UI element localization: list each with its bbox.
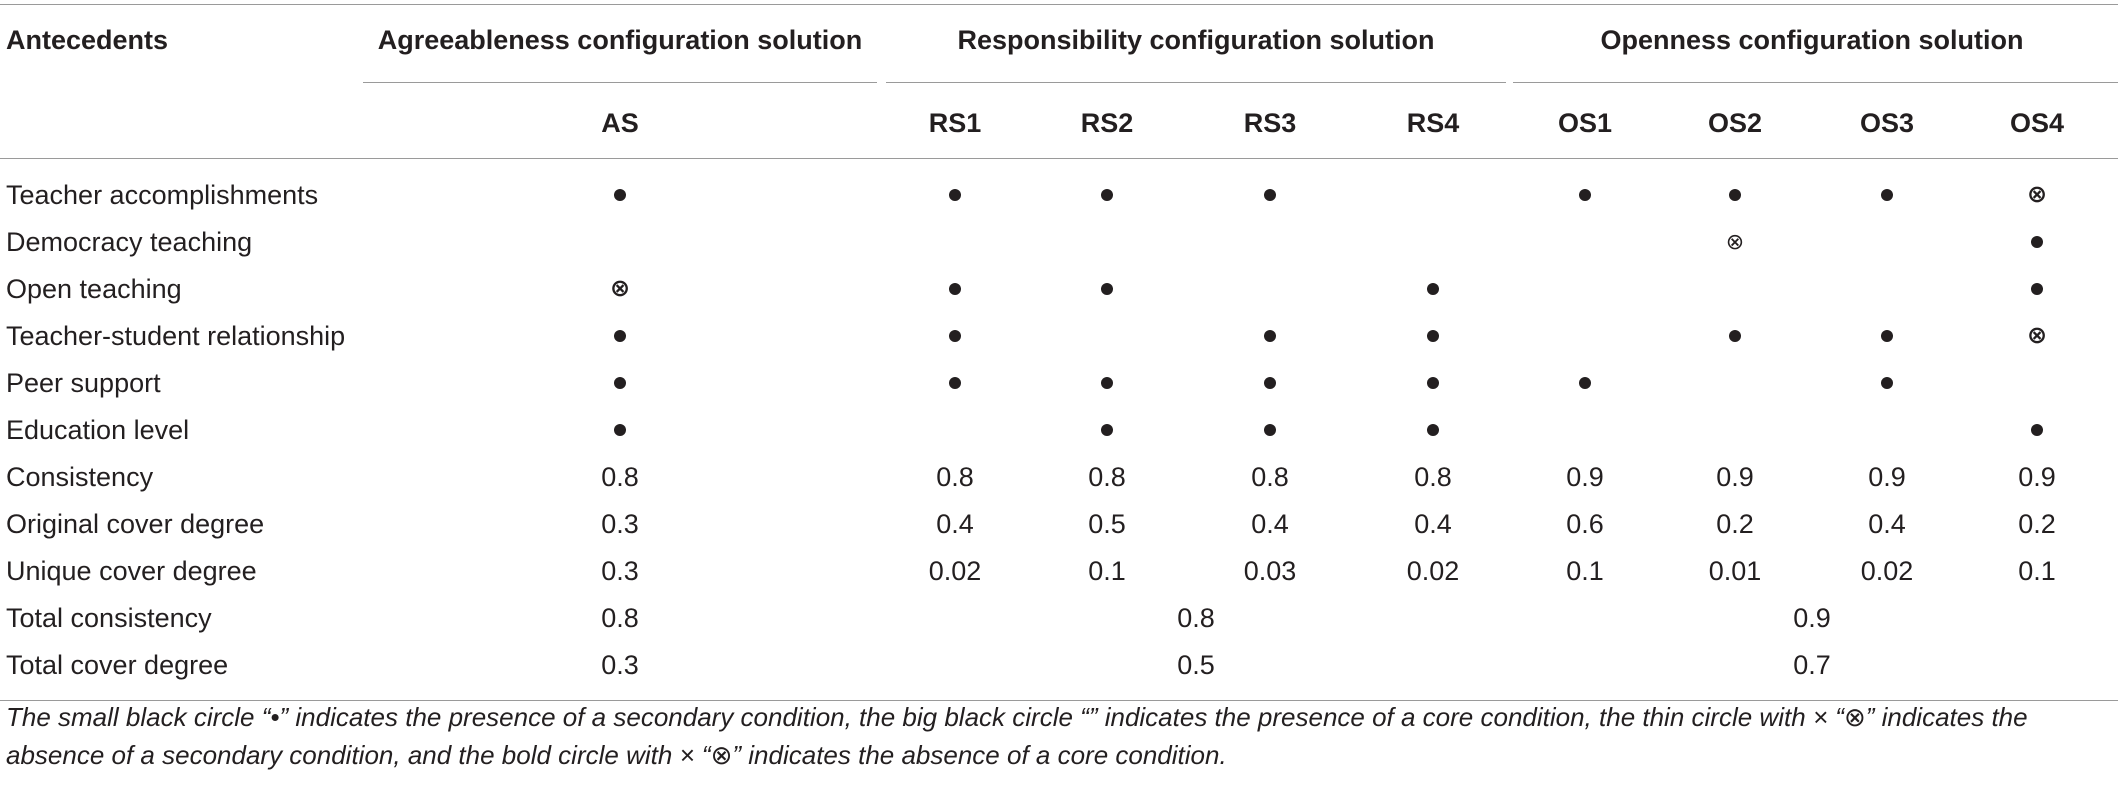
- value-cell: 0.9: [1566, 462, 1604, 492]
- value-cell: 0.9: [2018, 462, 2056, 492]
- value-cell: 0.02: [1406, 556, 1460, 586]
- total-value-open: 0.7: [1793, 650, 1831, 680]
- core-absence-symbol: ⊗: [609, 275, 631, 302]
- row-label: Teacher accomplishments: [6, 180, 319, 210]
- secondary-presence-dot: [1264, 330, 1276, 342]
- secondary-presence-dot: [1264, 377, 1276, 389]
- value-cell: 0.1: [2018, 556, 2056, 586]
- value-cell: 0.8: [1251, 462, 1289, 492]
- column-header-os3: OS3: [1859, 108, 1915, 138]
- value-cell: 0.6: [1566, 509, 1604, 539]
- total-value-agree: 0.8: [601, 603, 639, 633]
- secondary-presence-dot: [1101, 283, 1113, 295]
- secondary-presence-dot: [1427, 283, 1439, 295]
- top-rule: [0, 4, 2118, 5]
- row-label: Consistency: [6, 462, 154, 492]
- header-bottom-rule: [0, 158, 2118, 159]
- secondary-presence-dot: [949, 283, 961, 295]
- total-value-resp: 0.8: [1177, 603, 1215, 633]
- value-cell: 0.01: [1708, 556, 1762, 586]
- value-cell: 0.5: [1088, 509, 1126, 539]
- secondary-presence-dot: [1101, 189, 1113, 201]
- secondary-presence-dot: [614, 377, 626, 389]
- total-row-label: Total consistency: [6, 603, 212, 633]
- value-cell: 0.2: [2018, 509, 2056, 539]
- value-cell: 0.1: [1088, 556, 1126, 586]
- row-label: Open teaching: [6, 274, 182, 304]
- table-footnote: The small black circle “•” indicates the…: [6, 702, 2028, 770]
- secondary-presence-dot: [2031, 424, 2043, 436]
- value-cell: 0.4: [1414, 509, 1452, 539]
- total-value-resp: 0.5: [1177, 650, 1215, 680]
- secondary-presence-dot: [2031, 283, 2043, 295]
- column-header-os4: OS4: [2009, 108, 2065, 138]
- column-header-os2: OS2: [1707, 108, 1763, 138]
- group-rule-open: [1513, 82, 2118, 83]
- row-label: Original cover degree: [6, 509, 265, 539]
- value-cell: 0.8: [936, 462, 974, 492]
- row-label: Education level: [6, 415, 190, 445]
- secondary-presence-dot: [1579, 189, 1591, 201]
- value-cell: 0.8: [601, 462, 639, 492]
- secondary-absence-symbol: ⊗: [1725, 229, 1745, 254]
- secondary-presence-dot: [1101, 377, 1113, 389]
- secondary-presence-dot: [614, 330, 626, 342]
- secondary-presence-dot: [614, 424, 626, 436]
- secondary-presence-dot: [1101, 424, 1113, 436]
- secondary-presence-dot: [1881, 377, 1893, 389]
- secondary-presence-dot: [1427, 377, 1439, 389]
- row-label: Unique cover degree: [6, 556, 257, 586]
- secondary-presence-dot: [1881, 330, 1893, 342]
- total-value-agree: 0.3: [601, 650, 639, 680]
- value-cell: 0.02: [1860, 556, 1914, 586]
- antecedents-header: Antecedents: [6, 25, 169, 55]
- value-cell: 0.3: [601, 556, 639, 586]
- secondary-presence-dot: [949, 330, 961, 342]
- column-header-rs3: RS3: [1243, 108, 1297, 138]
- core-absence-symbol: ⊗: [2026, 322, 2048, 349]
- core-absence-symbol: ⊗: [2026, 181, 2048, 208]
- value-cell: 0.8: [1414, 462, 1452, 492]
- secondary-presence-dot: [1729, 330, 1741, 342]
- secondary-presence-dot: [1427, 330, 1439, 342]
- secondary-presence-dot: [1729, 189, 1741, 201]
- secondary-presence-dot: [949, 189, 961, 201]
- row-label: Peer support: [6, 368, 161, 398]
- value-cell: 0.4: [936, 509, 974, 539]
- row-label: Teacher-student relationship: [6, 321, 346, 351]
- group-rule-resp: [886, 82, 1506, 83]
- secondary-presence-dot: [1579, 377, 1591, 389]
- value-cell: 0.3: [601, 509, 639, 539]
- secondary-presence-dot: [1881, 189, 1893, 201]
- total-value-open: 0.9: [1793, 603, 1831, 633]
- column-header-os1: OS1: [1557, 108, 1613, 138]
- secondary-presence-dot: [1427, 424, 1439, 436]
- secondary-presence-dot: [1264, 424, 1276, 436]
- value-cell: 0.8: [1088, 462, 1126, 492]
- openness-group-header: Openness configuration solution: [1600, 25, 2024, 55]
- agreeableness-group-header: Agreeableness configuration solution: [377, 25, 863, 55]
- value-cell: 0.9: [1716, 462, 1754, 492]
- value-cell: 0.9: [1868, 462, 1906, 492]
- value-cell: 0.02: [928, 556, 982, 586]
- total-row-label: Total cover degree: [6, 650, 229, 680]
- value-cell: 0.2: [1716, 509, 1754, 539]
- column-header-as: AS: [601, 108, 639, 138]
- column-header-rs1: RS1: [928, 108, 982, 138]
- secondary-presence-dot: [614, 189, 626, 201]
- value-cell: 0.4: [1868, 509, 1906, 539]
- column-header-rs2: RS2: [1080, 108, 1134, 138]
- value-cell: 0.03: [1243, 556, 1297, 586]
- responsibility-group-header: Responsibility configuration solution: [957, 25, 1435, 55]
- secondary-presence-dot: [1264, 189, 1276, 201]
- secondary-presence-dot: [949, 377, 961, 389]
- row-label: Democracy teaching: [6, 227, 253, 257]
- value-cell: 0.1: [1566, 556, 1604, 586]
- group-rule-agree: [363, 82, 877, 83]
- value-cell: 0.4: [1251, 509, 1289, 539]
- table-bottom-rule: [0, 700, 2118, 701]
- column-header-rs4: RS4: [1406, 108, 1460, 138]
- secondary-presence-dot: [2031, 236, 2043, 248]
